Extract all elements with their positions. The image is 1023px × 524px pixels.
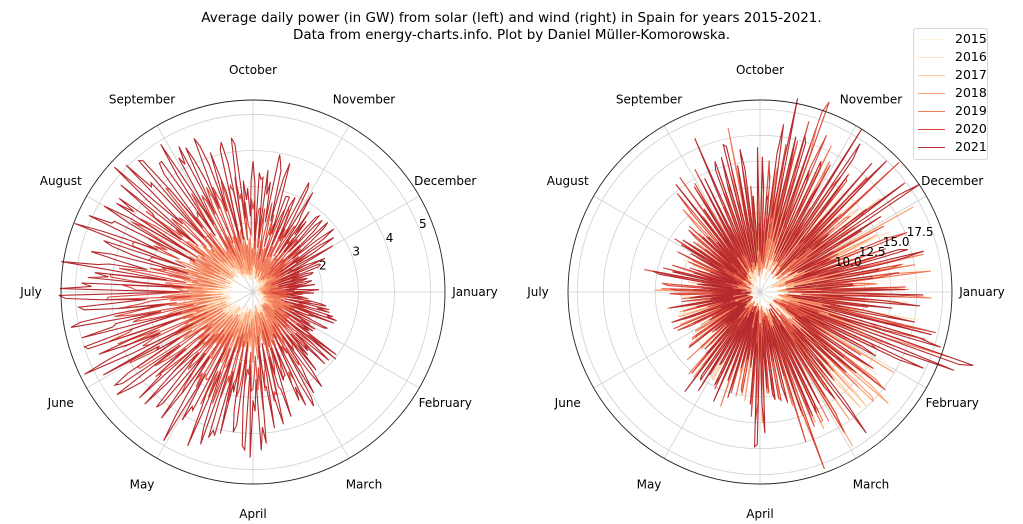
series-line-2016 — [182, 248, 281, 343]
radial-tick-label: 4 — [386, 231, 394, 245]
month-label-october: October — [229, 63, 277, 77]
month-label-january: January — [451, 285, 498, 299]
month-label-august: August — [547, 174, 589, 188]
legend-swatch — [918, 57, 945, 58]
legend-swatch — [918, 93, 945, 94]
legend-label: 2019 — [955, 103, 987, 118]
series-line-2021 — [58, 137, 337, 458]
legend-entry-2019: 2019 — [914, 102, 987, 120]
month-label-september: September — [109, 93, 175, 107]
legend-swatch — [918, 147, 945, 148]
month-label-february: February — [926, 396, 979, 410]
legend-entry-2018: 2018 — [914, 84, 987, 102]
series-line-2019 — [161, 229, 295, 369]
month-label-september: September — [616, 93, 682, 107]
radial-tick-label: 15.0 — [883, 235, 910, 249]
series-line-2018 — [176, 236, 285, 353]
month-label-november: November — [840, 93, 902, 107]
radial-tick-label: 10.0 — [835, 255, 862, 269]
polar-frame — [60, 99, 446, 485]
legend-entry-2020: 2020 — [914, 120, 987, 138]
wind-polar-chart: January February March April May June July Augu… — [526, 63, 1005, 521]
month-label-december: December — [921, 174, 983, 188]
month-label-july: July — [526, 285, 549, 299]
month-label-june: June — [554, 396, 581, 410]
legend-label: 2016 — [955, 49, 987, 64]
month-label-may: May — [130, 477, 155, 491]
radial-tick-label: 5 — [419, 217, 427, 231]
radial-tick-label: 17.5 — [907, 225, 934, 239]
legend-swatch — [918, 111, 945, 112]
legend-swatch — [918, 75, 945, 76]
radial-tick-label: 2 — [319, 258, 327, 272]
month-label-june: June — [47, 396, 74, 410]
month-label-may: May — [637, 477, 662, 491]
legend-label: 2015 — [955, 31, 987, 46]
month-label-february: February — [419, 396, 472, 410]
legend-entry-2016: 2016 — [914, 48, 987, 66]
legend-label: 2020 — [955, 121, 987, 136]
month-label-march: March — [346, 477, 383, 491]
figure-title-line2: Data from energy-charts.info. Plot by Da… — [292, 27, 731, 43]
series-line-2020 — [105, 176, 319, 411]
radial-tick-label: 3 — [352, 245, 360, 259]
polar-frame — [567, 99, 953, 485]
legend: 2015 2016 2017 2018 2019 2020 2021 — [913, 28, 988, 160]
legend-swatch — [918, 129, 945, 130]
month-label-july: July — [19, 285, 42, 299]
month-label-november: November — [333, 93, 395, 107]
series-line-2021 — [652, 98, 974, 448]
month-label-december: December — [414, 174, 476, 188]
solar-polar-chart: January February March April May June July Augu… — [19, 63, 498, 521]
radial-tick-label: 12.5 — [859, 245, 886, 259]
angular-gridline — [86, 291, 254, 389]
month-label-march: March — [853, 477, 890, 491]
month-label-january: January — [958, 285, 1005, 299]
month-label-october: October — [736, 63, 784, 77]
legend-label: 2018 — [955, 85, 987, 100]
month-label-august: August — [40, 174, 82, 188]
figure-title-line1: Average daily power (in GW) from solar (… — [201, 10, 822, 26]
month-label-april: April — [239, 507, 266, 521]
legend-entry-2017: 2017 — [914, 66, 987, 84]
angular-gridline — [86, 195, 254, 293]
legend-label: 2021 — [955, 139, 987, 154]
legend-entry-2021: 2021 — [914, 138, 987, 156]
month-label-april: April — [746, 507, 773, 521]
legend-entry-2015: 2015 — [914, 30, 987, 48]
legend-label: 2017 — [955, 67, 987, 82]
legend-swatch — [918, 39, 945, 40]
